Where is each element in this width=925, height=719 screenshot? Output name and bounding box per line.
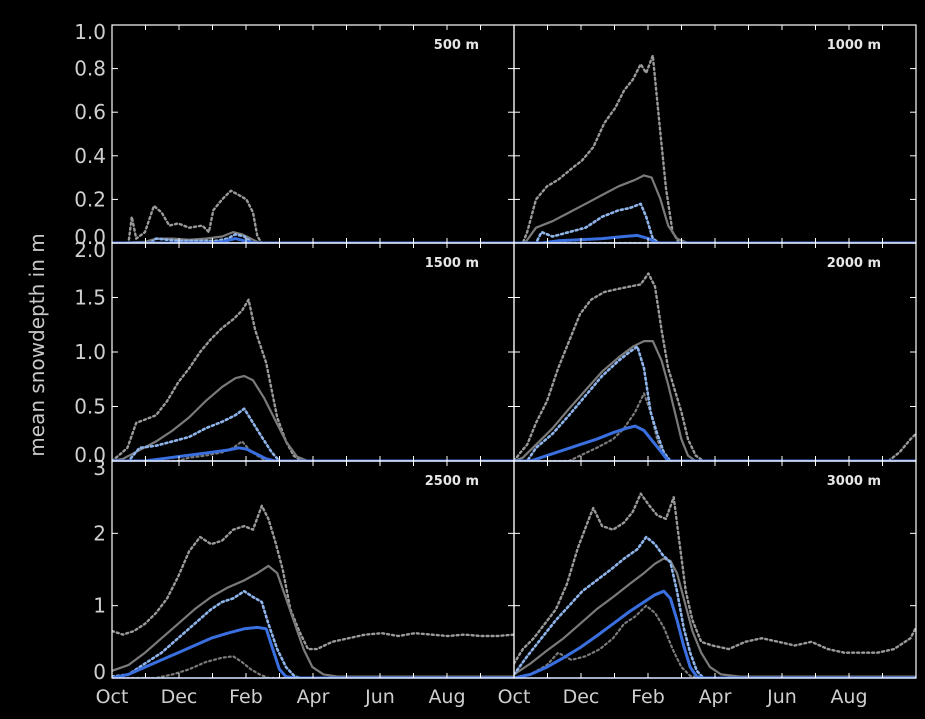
x-month-label: Feb <box>631 686 665 708</box>
series-max-line <box>112 504 514 651</box>
series-blue-max-line <box>112 233 514 243</box>
series-min-line <box>514 604 916 678</box>
y-tick-label: 2 <box>93 521 106 545</box>
y-tick-label: 0 <box>93 660 106 684</box>
series-mean-line <box>514 340 916 461</box>
panel-3: 2.0 1.5 1.0 0.5 0.0 1500 m <box>74 238 515 467</box>
series-blue-max-line <box>514 345 916 461</box>
panel-2: 1000 m <box>513 24 917 244</box>
y-tick-label: 0.2 <box>74 187 106 211</box>
panel-title: 1500 m <box>425 256 479 271</box>
y-tick-label: 0.0 <box>74 225 106 249</box>
series-blue-mean-line <box>112 625 514 678</box>
x-month-label: Oct <box>96 686 129 708</box>
series-mean-line <box>514 557 916 678</box>
series-blue-mean-line <box>514 233 916 243</box>
axes-layer: Oct Dec Feb Apr Jun Aug Oct Dec Feb Apr Jun Aug <box>96 686 868 708</box>
y-tick-label: 1.0 <box>74 340 106 364</box>
panel-5: 3 2 1 0 2500 m <box>93 456 515 684</box>
x-month-label: Apr <box>297 686 330 708</box>
x-month-label: Dec <box>563 686 600 708</box>
x-month-label: Aug <box>830 686 867 708</box>
series-blue-mean-line <box>112 237 514 243</box>
x-month-label: Feb <box>229 686 263 708</box>
panel-title: 3000 m <box>827 474 881 489</box>
x-month-label: Jun <box>766 686 797 708</box>
series-min-line <box>112 655 514 678</box>
series-blue-mean-line <box>112 446 514 461</box>
panel-title: 1000 m <box>827 38 881 53</box>
y-tick-label: 3 <box>93 456 106 480</box>
panel-6: 3000 m <box>513 460 917 679</box>
series-blue-max-line <box>514 535 916 678</box>
y-tick-label: 0.4 <box>74 144 106 168</box>
y-tick-label: 2.0 <box>74 238 106 262</box>
series-blue-max-line <box>514 202 916 243</box>
series-blue-max-line <box>112 407 514 461</box>
x-month-label: Aug <box>428 686 465 708</box>
y-tick-label: 1.0 <box>74 20 106 44</box>
panel-title: 2500 m <box>425 474 479 489</box>
x-month-label: Oct <box>498 686 531 708</box>
panel-title: 500 m <box>434 38 479 53</box>
series-max-line <box>514 492 916 665</box>
series-mean-line <box>514 174 916 243</box>
x-month-label: Dec <box>161 686 198 708</box>
y-tick-label: 0.6 <box>74 100 106 124</box>
y-tick-label: 1.5 <box>74 286 106 310</box>
y-tick-label: 0.8 <box>74 57 106 81</box>
x-month-label: Jun <box>364 686 395 708</box>
x-month-label: Apr <box>699 686 732 708</box>
series-max-line <box>514 54 916 243</box>
y-axis-label: mean snowdepth in m <box>25 233 49 456</box>
y-tick-label: 1 <box>93 594 106 618</box>
y-tick-label: 0.5 <box>74 395 106 419</box>
series-mean-line <box>112 374 514 461</box>
series-mean-line <box>112 231 514 243</box>
panel-title: 2000 m <box>827 256 881 271</box>
series-blue-mean-line <box>514 424 916 461</box>
series-blue-max-line <box>112 589 514 678</box>
panels-layer: 1.0 0.8 0.6 0.4 0.2 0.0 500 m 1000 m 2.0 1.5 1.0 0.… <box>74 20 917 684</box>
y-tick-label: 0.0 <box>74 443 106 467</box>
series-max-line <box>112 298 514 461</box>
series-blue-mean-line <box>514 589 916 678</box>
series-mean-line <box>112 564 514 678</box>
